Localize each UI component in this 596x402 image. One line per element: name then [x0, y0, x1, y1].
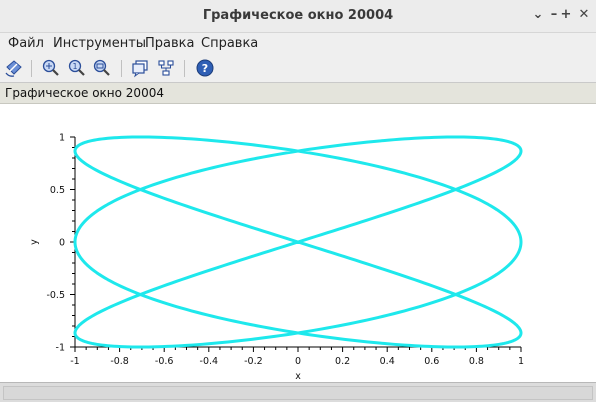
- x-tick-label: 1: [518, 356, 524, 367]
- toolbar-separator: [121, 60, 122, 77]
- y-tick-label: 0.5: [50, 185, 65, 196]
- rotate-icon[interactable]: [4, 58, 24, 78]
- x-tick-label: 0.2: [335, 356, 350, 367]
- y-axis-label: y: [29, 239, 40, 245]
- menu-bar: Файл Инструменты Правка Справка: [0, 33, 596, 55]
- curves: [73, 135, 523, 349]
- x-tick-label: -0.4: [200, 356, 219, 367]
- svg-text:?: ?: [202, 62, 208, 75]
- figure-info-bar: Графическое окно 20004: [0, 83, 596, 104]
- axes: [70, 136, 522, 352]
- plot-area[interactable]: -1 -0.8 -0.6 -0.4 -0.2 0 0.2 0.4 0.6 0.8 1 -1 -0.5 0 0…: [0, 104, 596, 383]
- maximize-button[interactable]: +: [560, 7, 572, 22]
- toolbar-separator: [184, 60, 185, 77]
- edit-axes-icon[interactable]: [156, 58, 176, 78]
- close-button[interactable]: ✕: [578, 7, 590, 22]
- menu-file[interactable]: Файл: [8, 36, 44, 51]
- x-tick-label: 0.8: [469, 356, 484, 367]
- menu-tools[interactable]: Инструменты: [53, 36, 147, 51]
- window-titlebar[interactable]: Графическое окно 20004 ⌄ – + ✕: [0, 0, 596, 33]
- figure-name-label: Графическое окно 20004: [5, 86, 164, 100]
- x-tick-label: -0.8: [110, 356, 129, 367]
- y-tick-label: 1: [59, 133, 65, 144]
- toolbar: 1 ?: [0, 55, 596, 83]
- x-tick-label: 0.4: [380, 356, 395, 367]
- status-bar: [0, 382, 596, 402]
- window-title: Графическое окно 20004: [202, 8, 394, 23]
- toolbar-separator: [31, 60, 32, 77]
- y-tick-label: 0: [59, 238, 65, 249]
- x-tick-label: -0.6: [155, 356, 174, 367]
- minimize-button[interactable]: –: [550, 7, 558, 22]
- datatip-icon[interactable]: [130, 58, 150, 78]
- help-icon[interactable]: ?: [195, 58, 215, 78]
- zoom-icon[interactable]: [92, 58, 112, 78]
- tick-labels: -1 -0.8 -0.6 -0.4 -0.2 0 0.2 0.4 0.6 0.8 1 -1 -0.5 0 0…: [29, 133, 524, 383]
- menu-help[interactable]: Справка: [201, 36, 259, 51]
- x-tick-label: -0.2: [244, 356, 263, 367]
- lissajous-curve: [73, 135, 523, 349]
- svg-text:1: 1: [72, 62, 77, 71]
- x-tick-label: -1: [70, 356, 79, 367]
- zoom-area-icon[interactable]: [41, 58, 61, 78]
- y-tick-label: -1: [56, 343, 65, 354]
- y-tick-label: -0.5: [46, 290, 65, 301]
- x-tick-label: 0: [295, 356, 301, 367]
- status-field: [3, 386, 593, 400]
- x-axis-label: x: [295, 371, 301, 382]
- lissajous-chart[interactable]: -1 -0.8 -0.6 -0.4 -0.2 0 0.2 0.4 0.6 0.8 1 -1 -0.5 0 0…: [0, 104, 596, 383]
- window-menu-button[interactable]: ⌄: [532, 7, 544, 22]
- zoom-reset-icon[interactable]: 1: [67, 58, 87, 78]
- x-tick-label: 0.6: [424, 356, 439, 367]
- menu-edit[interactable]: Правка: [145, 36, 195, 51]
